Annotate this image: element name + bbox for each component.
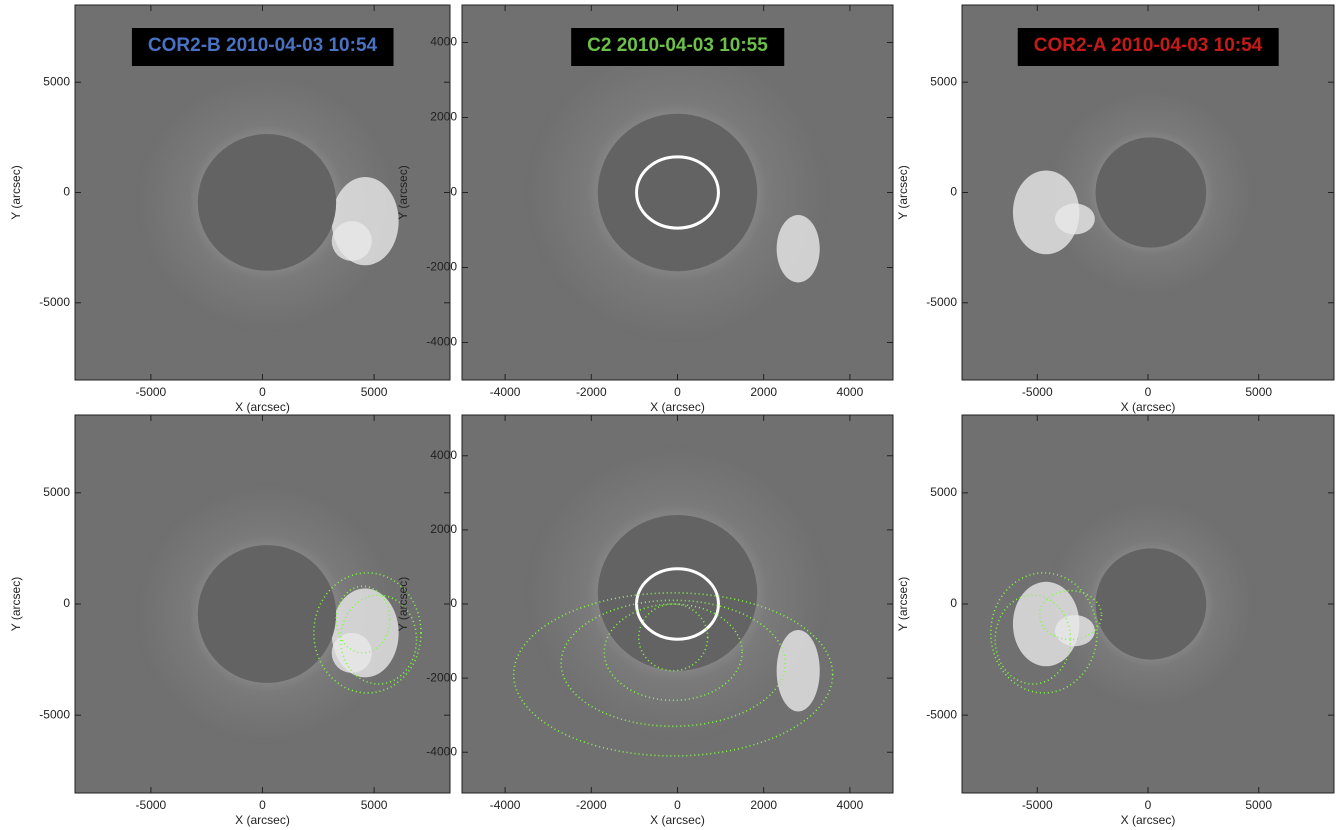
x-tick-label: 0 <box>259 385 266 399</box>
occulter <box>198 134 336 271</box>
x-tick-label: 4000 <box>837 798 864 812</box>
x-tick-label: 0 <box>259 798 266 812</box>
coronagraph-image <box>962 415 1334 793</box>
x-tick-label: -2000 <box>576 385 607 399</box>
y-tick-label: 5000 <box>930 485 957 499</box>
y-tick-label: -2000 <box>426 670 457 684</box>
y-tick-label: 5000 <box>43 485 70 499</box>
x-tick-label: 5000 <box>361 385 388 399</box>
y-tick-label: -5000 <box>39 707 70 721</box>
coronagraph-image <box>75 415 450 793</box>
x-axis-label: X (arcsec) <box>650 813 705 827</box>
y-tick-label: 4000 <box>430 448 457 462</box>
figure: -5000 0 5000 -5000 0 5000 X (arcsec) Y (arcsec)… <box>0 0 1336 830</box>
y-tick-label: -5000 <box>39 295 70 309</box>
occulter <box>198 545 336 683</box>
y-axis-label: Y (arcsec) <box>896 577 910 631</box>
x-tick-label: 2000 <box>750 385 777 399</box>
y-tick-label: 4000 <box>430 35 457 49</box>
x-tick-label: -4000 <box>490 798 521 812</box>
panel: -4000 -2000 0 2000 4000 -4000 -2000 0 2000 4000 X … <box>396 5 893 414</box>
y-tick-label: -4000 <box>426 335 457 349</box>
x-tick-label: -5000 <box>136 385 167 399</box>
occulter <box>598 114 757 272</box>
x-axis-label: X (arcsec) <box>235 400 290 414</box>
y-tick-label: 0 <box>950 185 957 199</box>
cme-bright <box>777 630 820 712</box>
panel: -5000 0 5000 -5000 0 5000 X (arcsec) Y (arcsec)… <box>9 5 450 414</box>
x-tick-label: 4000 <box>837 385 864 399</box>
y-tick-label: 5000 <box>930 74 957 88</box>
cme-bright <box>332 221 372 261</box>
y-tick-label: 0 <box>450 596 457 610</box>
y-axis-label: Y (arcsec) <box>9 165 23 219</box>
y-tick-label: -2000 <box>426 260 457 274</box>
x-axis-label: X (arcsec) <box>235 813 290 827</box>
y-tick-label: -5000 <box>926 707 957 721</box>
cme-bright <box>777 215 820 283</box>
x-tick-label: 0 <box>674 385 681 399</box>
x-tick-label: 0 <box>1145 798 1152 812</box>
panel: -5000 0 5000 -5000 0 5000 X (arcsec) Y (arcsec) <box>896 415 1334 827</box>
y-tick-label: 5000 <box>43 74 70 88</box>
chart-title: COR2-A 2010-04-03 10:54 <box>1034 35 1263 56</box>
x-axis-label: X (arcsec) <box>1121 400 1176 414</box>
cme-bright <box>1055 204 1095 235</box>
panel: -5000 0 5000 -5000 0 5000 X (arcsec) Y (arcsec) <box>9 415 450 827</box>
x-axis-label: X (arcsec) <box>1121 813 1176 827</box>
panel: -5000 0 5000 -5000 0 5000 X (arcsec) Y (arcsec)… <box>896 5 1334 414</box>
occulter <box>1096 137 1207 247</box>
x-tick-label: 5000 <box>361 798 388 812</box>
x-tick-label: 2000 <box>750 798 777 812</box>
y-tick-label: -4000 <box>426 744 457 758</box>
x-tick-label: -2000 <box>576 798 607 812</box>
y-axis-label: Y (arcsec) <box>396 577 410 631</box>
x-tick-label: 5000 <box>1245 798 1272 812</box>
y-axis-label: Y (arcsec) <box>896 165 910 219</box>
x-tick-label: -5000 <box>136 798 167 812</box>
y-tick-label: 2000 <box>430 110 457 124</box>
x-tick-label: 5000 <box>1245 385 1272 399</box>
x-tick-label: -4000 <box>490 385 521 399</box>
cme-bright <box>1055 615 1095 646</box>
chart-title: COR2-B 2010-04-03 10:54 <box>148 35 378 56</box>
x-tick-label: -5000 <box>1022 385 1053 399</box>
x-tick-label: -5000 <box>1022 798 1053 812</box>
y-tick-label: 0 <box>950 596 957 610</box>
occulter <box>1096 548 1207 659</box>
y-tick-label: 0 <box>450 185 457 199</box>
y-tick-label: -5000 <box>926 295 957 309</box>
occulter <box>598 515 757 671</box>
x-tick-label: 0 <box>674 798 681 812</box>
x-axis-label: X (arcsec) <box>650 400 705 414</box>
y-tick-label: 0 <box>63 596 70 610</box>
coronagraph-image <box>462 415 893 793</box>
panel: -4000 -2000 0 2000 4000 -4000 -2000 0 2000 4000 X … <box>396 415 893 827</box>
y-axis-label: Y (arcsec) <box>396 165 410 219</box>
y-tick-label: 2000 <box>430 522 457 536</box>
y-axis-label: Y (arcsec) <box>9 577 23 631</box>
y-tick-label: 0 <box>63 185 70 199</box>
x-tick-label: 0 <box>1145 385 1152 399</box>
chart-title: C2 2010-04-03 10:55 <box>587 35 768 56</box>
